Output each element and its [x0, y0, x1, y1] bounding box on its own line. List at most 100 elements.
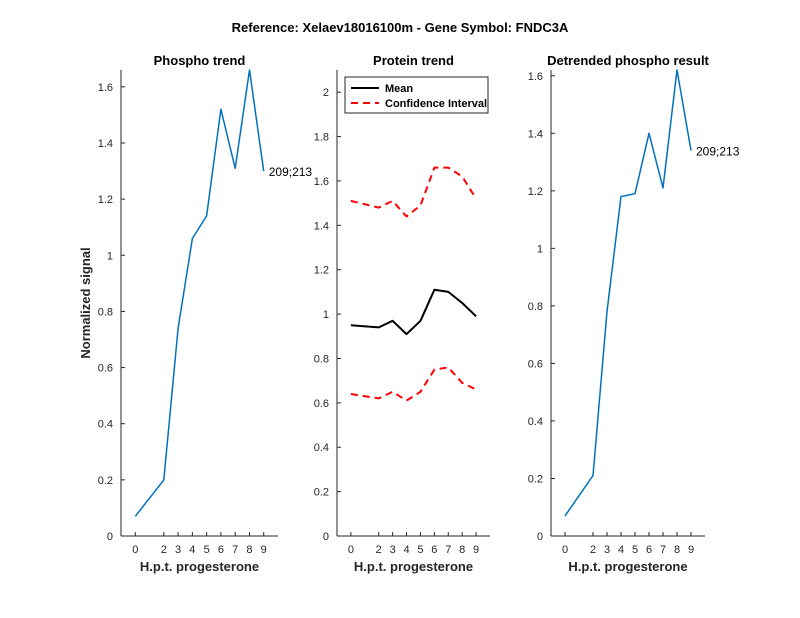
y-tick-label: 0.6 [528, 358, 543, 370]
data-point [391, 199, 394, 202]
y-axis-label: Normalized signal [78, 247, 93, 358]
data-point [262, 170, 265, 173]
data-point [433, 166, 436, 169]
data-point [134, 515, 137, 518]
x-tick-label: 4 [618, 544, 624, 556]
data-point [349, 199, 352, 202]
y-tick-label: 1.6 [314, 176, 329, 188]
data-point [475, 315, 478, 318]
point-annotation: 209;213 [696, 145, 740, 159]
x-tick-label: 9 [688, 544, 694, 556]
data-point [405, 333, 408, 336]
legend: Mean Confidence Interval [344, 76, 489, 114]
x-tick-label: 0 [132, 544, 138, 556]
x-tick-label: 8 [459, 544, 465, 556]
y-tick-label: 1.8 [314, 132, 329, 144]
y-tick-label: 1.2 [528, 186, 543, 198]
data-point [405, 399, 408, 402]
data-point [419, 204, 422, 207]
data-point [419, 319, 422, 322]
y-tick-label: 0.8 [98, 306, 113, 318]
data-point [205, 214, 208, 217]
data-point [191, 237, 194, 240]
x-tick-label: 9 [261, 544, 267, 556]
x-tick-label: 7 [445, 544, 451, 556]
legend-label: Confidence Interval [385, 98, 487, 110]
data-point [419, 390, 422, 393]
x-tick-label: 5 [417, 544, 423, 556]
legend-label: Mean [385, 83, 413, 95]
x-tick-label: 4 [403, 544, 409, 556]
panel-title: Protein trend [373, 53, 454, 68]
y-tick-label: 0.4 [314, 442, 329, 454]
y-tick-label: 0 [537, 531, 543, 543]
data-point [248, 69, 251, 72]
data-point [377, 206, 380, 209]
x-tick-label: 2 [376, 544, 382, 556]
x-tick-label: 3 [175, 544, 181, 556]
data-point [177, 327, 180, 330]
data-point [620, 195, 623, 198]
chart-panel-2: 00.20.40.60.811.21.41.61.820 2 3 4 5 6 7 8 9Prot… [314, 53, 490, 574]
y-tick-label: 1.4 [314, 220, 329, 232]
data-point [162, 478, 165, 481]
y-tick-label: 1.6 [528, 71, 543, 83]
series-line-1 [564, 69, 692, 517]
series-line-confidence-interval [350, 166, 477, 218]
y-tick-label: 0.2 [314, 487, 329, 499]
x-axis-label: H.p.t. progesterone [568, 559, 687, 574]
y-tick-label: 0.6 [314, 398, 329, 410]
x-tick-label: 7 [660, 544, 666, 556]
data-point [234, 167, 237, 170]
y-tick-label: 0.4 [528, 416, 543, 428]
y-tick-label: 0.2 [98, 475, 113, 487]
figure-title: Reference: Xelaev18016100m - Gene Symbol… [232, 20, 569, 35]
x-tick-label: 5 [204, 544, 210, 556]
x-tick-label: 8 [674, 544, 680, 556]
x-tick-label: 3 [390, 544, 396, 556]
data-point [433, 368, 436, 371]
x-tick-label: 2 [590, 544, 596, 556]
data-point [648, 132, 651, 135]
data-point [592, 474, 595, 477]
data-point [377, 397, 380, 400]
x-tick-label: 0 [348, 544, 354, 556]
point-annotation: 209;213 [269, 165, 313, 179]
y-tick-label: 0 [107, 531, 113, 543]
y-tick-label: 0.2 [528, 473, 543, 485]
y-tick-label: 1 [107, 250, 113, 262]
x-tick-label: 6 [218, 544, 224, 556]
series-line-3 [350, 366, 477, 402]
panel-title: Phospho trend [154, 53, 246, 68]
legend-box [344, 76, 489, 114]
data-point [606, 310, 609, 313]
y-tick-label: 0.8 [314, 353, 329, 365]
data-point [690, 149, 693, 152]
data-point [447, 166, 450, 169]
panel-title: Detrended phospho result [547, 53, 709, 68]
x-tick-label: 4 [189, 544, 195, 556]
x-tick-label: 0 [562, 544, 568, 556]
data-point [447, 366, 450, 369]
x-tick-label: 6 [431, 544, 437, 556]
data-point [461, 175, 464, 178]
x-tick-label: 2 [161, 544, 167, 556]
y-tick-label: 0.6 [98, 363, 113, 375]
data-point [461, 381, 464, 384]
data-point [349, 324, 352, 327]
y-tick-label: 1.2 [98, 194, 113, 206]
y-tick-label: 0.8 [528, 301, 543, 313]
data-point [447, 290, 450, 293]
x-tick-label: 7 [232, 544, 238, 556]
y-tick-label: 1.4 [528, 128, 543, 140]
data-point [676, 69, 679, 72]
data-point [219, 108, 222, 111]
x-axis-label: H.p.t. progesterone [140, 559, 259, 574]
y-tick-label: 0.4 [98, 419, 113, 431]
data-point [377, 326, 380, 329]
y-tick-label: 1.4 [98, 138, 113, 150]
data-point [433, 288, 436, 291]
x-tick-label: 6 [646, 544, 652, 556]
x-tick-label: 3 [604, 544, 610, 556]
